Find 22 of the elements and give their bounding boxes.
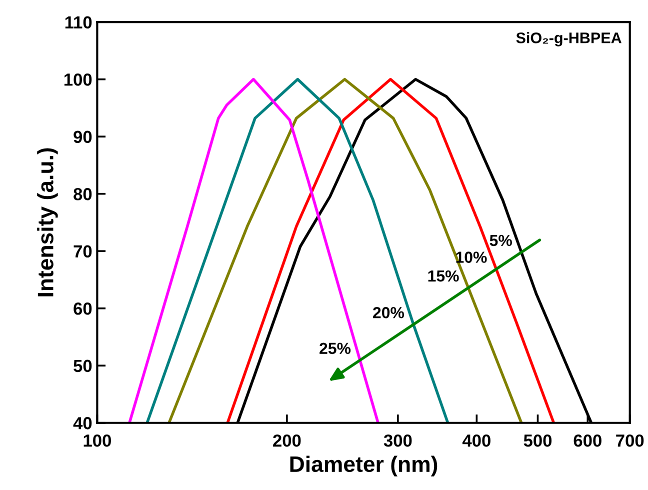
x-tick-label: 200 — [273, 434, 301, 447]
x-tick-label: 100 — [84, 434, 111, 447]
x-tick-label: 500 — [524, 434, 552, 447]
y-tick-label: 40 — [73, 417, 92, 430]
y-tick-label: 50 — [74, 360, 92, 372]
series-label: 20% — [373, 306, 404, 318]
series-label: 15% — [428, 270, 459, 282]
y-tick-label: 90 — [74, 130, 92, 144]
x-tick-label: 300 — [384, 434, 412, 447]
x-tick-label: 400 — [462, 434, 490, 447]
x-tick-label: 700 — [616, 434, 644, 447]
y-tick-label: 60 — [74, 302, 92, 315]
y-axis-title: Intensity (a.u.) — [37, 148, 58, 296]
text: SiO₂-g-HBPEA — [516, 32, 622, 46]
series-label: 25% — [320, 342, 351, 354]
x-axis-title: Diameter (nm) — [290, 456, 438, 476]
y-tick-label: 110 — [65, 16, 92, 29]
y-tick-label: 80 — [74, 188, 92, 200]
y-tick-label: 70 — [74, 245, 92, 258]
x-tick-label: 600 — [574, 434, 602, 447]
y-tick-label: 100 — [64, 73, 92, 86]
series-label: 5% — [490, 234, 512, 246]
